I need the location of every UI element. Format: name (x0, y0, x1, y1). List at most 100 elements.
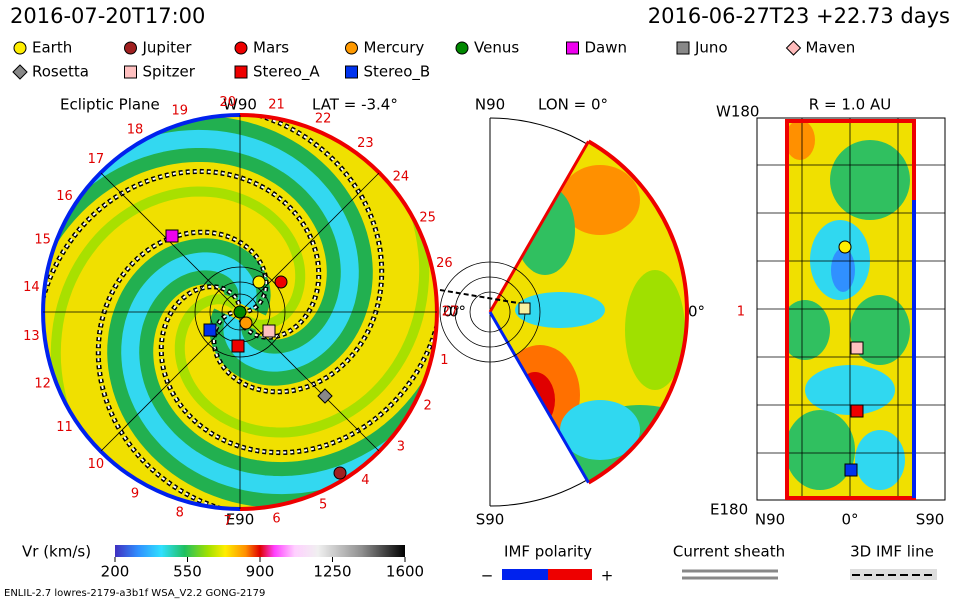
footer: ENLIL-2.7 lowres-2179-a3b1f WSA_V2.2 GON… (4, 588, 265, 599)
legend: Earth Jupiter Mars Mercury Venus Dawn Juno Mave… (12, 39, 855, 82)
spacecraft-marker (844, 463, 858, 477)
legend-marker (13, 41, 27, 55)
spacecraft-marker (233, 305, 247, 319)
axis-label: S90 (476, 511, 505, 529)
rotation-label: 1 (440, 353, 448, 368)
axis-label: 0° (688, 303, 705, 321)
legend-marker (124, 41, 137, 55)
patch (831, 248, 855, 292)
legend-marker (234, 41, 248, 55)
lat-label: LAT = -3.4° (312, 96, 398, 114)
rotation-label: 23 (357, 136, 374, 151)
legend-label: Dawn (585, 39, 628, 57)
rotation-label: 18 (127, 123, 144, 138)
legend-label: Rosetta (32, 63, 89, 81)
rotation-label: 4 (361, 473, 369, 488)
patch (515, 372, 555, 428)
ecliptic-panel (41, 113, 439, 511)
panel-title: R = 1.0 AU (809, 96, 891, 114)
rotation-label: 27 (442, 305, 459, 320)
colorbar-tick-label: 900 (246, 563, 275, 581)
rotation-label: 2 (424, 399, 432, 414)
legend-label: Spitzer (143, 63, 196, 81)
rotation-label: 17 (88, 152, 105, 167)
spacecraft-marker (262, 324, 276, 338)
axis-label: W180 (716, 103, 759, 121)
patch (785, 121, 815, 160)
legend-marker (234, 65, 248, 79)
key-plus: + (601, 567, 614, 585)
rotation-label: 16 (56, 189, 73, 204)
rotation-label: 5 (319, 497, 327, 512)
legend-label: Venus (474, 39, 519, 57)
key-title: Current sheath (673, 543, 785, 561)
spacecraft-marker (239, 316, 253, 330)
axis-label: E180 (710, 501, 748, 519)
rotation-label: 7 (224, 514, 232, 529)
legend-marker (676, 41, 690, 55)
axis-label: 0° (449, 303, 466, 321)
colorbar-tick-label: 1600 (386, 563, 424, 581)
axis-label: W90 (223, 96, 257, 114)
patch (850, 295, 910, 365)
imf-line (439, 289, 531, 306)
legend-marker (455, 41, 469, 55)
range-ring (194, 266, 286, 358)
legend-label: Mercury (364, 39, 425, 57)
spacecraft-marker (203, 323, 217, 337)
rotation-label: 12 (34, 376, 51, 391)
axis-label: S90 (916, 511, 945, 529)
axis-label: N90 (475, 96, 505, 114)
spacecraft-marker (850, 341, 864, 355)
key-title: 3D IMF line (850, 543, 934, 561)
boundary-pos (488, 140, 590, 313)
patch (625, 270, 685, 390)
patch (560, 400, 640, 460)
range-ring (221, 293, 259, 331)
spacecraft-marker (231, 339, 245, 353)
rotation-label: 3 (397, 439, 405, 454)
rotation-label: 8 (176, 506, 184, 521)
panel-title: Ecliptic Plane (60, 96, 160, 114)
boundary-pos (587, 139, 689, 485)
legend-marker (785, 40, 802, 56)
rotation-label: 26 (436, 256, 453, 271)
rotation-label: 22 (315, 112, 332, 127)
patch (855, 430, 905, 490)
axis-label: N90 (755, 511, 785, 529)
radial-field (785, 121, 915, 499)
lon-label: LON = 0° (538, 96, 608, 114)
band-cyan (43, 129, 359, 372)
key-pos (548, 569, 592, 580)
legend-label: Mars (253, 39, 289, 57)
current-sheath (43, 170, 320, 444)
legend-label: Stereo_A (253, 63, 320, 82)
rotation-label: 20 (220, 95, 237, 110)
rotation-label: 15 (34, 233, 51, 248)
current-sheath (97, 231, 366, 509)
legend-marker (345, 41, 358, 55)
earth-marker (518, 302, 531, 315)
run-info: 2016-06-27T23 +22.73 days (648, 4, 950, 28)
colorbar (115, 545, 405, 557)
legend-label: Earth (32, 39, 72, 57)
patch (785, 300, 830, 360)
spacecraft-marker (333, 466, 347, 480)
key-minus: − (481, 567, 494, 585)
rotation-label: 14 (23, 280, 40, 295)
axis-label: E90 (226, 511, 255, 529)
band-cyan (121, 252, 437, 495)
timestamp: 2016-07-20T17:00 (10, 4, 205, 28)
rotation-label: 9 (131, 486, 139, 501)
legend-label: Juno (694, 39, 728, 57)
legend-marker (124, 65, 137, 79)
legend-label: Stereo_B (364, 63, 431, 82)
spacecraft-marker (252, 275, 266, 289)
band-yellow (50, 186, 306, 509)
patch (515, 292, 605, 328)
patch (515, 185, 575, 275)
rotation-label: 19 (171, 103, 188, 118)
spiral-field (43, 115, 437, 509)
colorbar-ticks: 200 550 900 1250 1600 (101, 557, 424, 581)
